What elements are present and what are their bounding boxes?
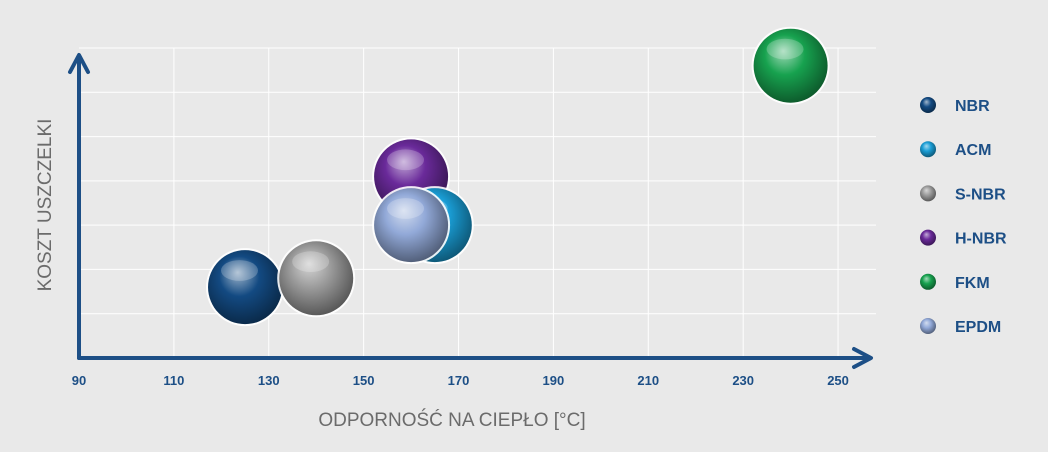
legend-marker bbox=[920, 273, 936, 290]
x-tick-labels: 90 110 130 150 170 190 210 230 250 bbox=[72, 373, 849, 388]
legend-item-epdm: EPDM bbox=[920, 318, 1001, 336]
grid-lines bbox=[79, 47, 876, 358]
legend-marker bbox=[920, 97, 936, 113]
x-tick-label: 130 bbox=[258, 373, 280, 388]
x-tick-label: 110 bbox=[163, 373, 184, 388]
x-tick-label: 150 bbox=[353, 373, 375, 388]
x-tick-label: 90 bbox=[72, 373, 86, 388]
x-tick-label: 210 bbox=[637, 373, 659, 388]
legend-item-h-nbr: H-NBR bbox=[920, 229, 1007, 248]
legend-label: EPDM bbox=[955, 319, 1001, 336]
legend-label: H-NBR bbox=[955, 231, 1007, 248]
legend-label: ACM bbox=[955, 142, 991, 159]
legend-marker bbox=[920, 185, 936, 202]
legend-item-fkm: FKM bbox=[920, 273, 990, 292]
x-tick-label: 230 bbox=[732, 373, 754, 388]
bubble-s-nbr bbox=[277, 239, 356, 318]
legend-item-s-nbr: S-NBR bbox=[920, 185, 1006, 203]
legend-marker bbox=[920, 141, 936, 158]
legend-marker bbox=[920, 318, 936, 334]
bubble-fkm bbox=[751, 26, 830, 105]
x-tick-label: 250 bbox=[827, 373, 849, 388]
bubble-epdm bbox=[372, 186, 451, 265]
x-axis-title: ODPORNOŚĆ NA CIEPŁO [°C] bbox=[318, 409, 585, 431]
legend-label: S-NBR bbox=[955, 186, 1006, 203]
y-axis-arrow bbox=[68, 53, 90, 74]
bubble-nbr bbox=[206, 248, 285, 327]
bubbles bbox=[206, 26, 830, 327]
legend: NBR ACM S-NBR H-NBR FKM EPDM bbox=[920, 97, 1007, 336]
legend-marker bbox=[920, 229, 936, 246]
axes bbox=[68, 53, 873, 369]
legend-label: FKM bbox=[955, 275, 990, 292]
x-tick-label: 170 bbox=[448, 373, 470, 388]
x-tick-label: 190 bbox=[543, 373, 565, 388]
x-axis-arrow bbox=[852, 347, 873, 369]
y-axis-title: KOSZT USZCZELKI bbox=[35, 119, 56, 292]
legend-label: NBR bbox=[955, 98, 990, 115]
legend-item-nbr: NBR bbox=[920, 97, 990, 115]
legend-item-acm: ACM bbox=[920, 141, 991, 159]
